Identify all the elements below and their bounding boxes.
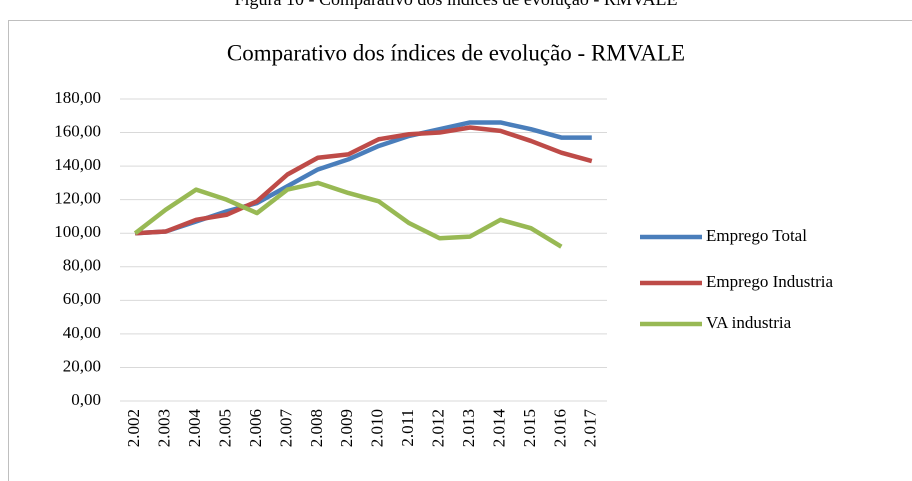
legend-label: Emprego Industria [706, 272, 833, 291]
x-tick-label: 2.004 [185, 409, 204, 448]
x-tick-label: 2.006 [246, 409, 265, 447]
x-tick-label: 2.012 [429, 409, 448, 447]
x-tick-label: 2.013 [459, 409, 478, 447]
x-tick-label: 2.008 [307, 409, 326, 447]
chart-frame [8, 20, 912, 481]
chart-title: Comparativo dos índices de evolução - RM… [227, 40, 685, 65]
y-tick-label: 60,00 [63, 289, 101, 308]
x-tick-label: 2.017 [581, 409, 600, 448]
y-tick-label: 80,00 [63, 256, 101, 275]
x-tick-label: 2.009 [337, 409, 356, 447]
y-tick-label: 0,00 [71, 390, 101, 409]
y-tick-label: 140,00 [54, 155, 101, 174]
y-tick-label: 100,00 [54, 222, 101, 241]
y-tick-label: 120,00 [54, 189, 101, 208]
x-tick-label: 2.005 [215, 409, 234, 447]
x-tick-label: 2.016 [550, 409, 569, 447]
x-tick-label: 2.015 [520, 409, 539, 447]
y-tick-label: 180,00 [54, 88, 101, 107]
y-tick-label: 40,00 [63, 323, 101, 342]
x-tick-label: 2.002 [124, 409, 143, 447]
y-tick-label: 160,00 [54, 121, 101, 140]
x-tick-label: 2.014 [489, 409, 508, 448]
x-tick-label: 2.007 [276, 409, 295, 448]
y-tick-label: 20,00 [63, 356, 101, 375]
x-tick-label: 2.010 [368, 409, 387, 447]
caption: Figura 10 - Comparativo dos índices de e… [234, 0, 677, 9]
x-tick-label: 2.011 [398, 409, 417, 447]
legend-label: Emprego Total [706, 226, 807, 245]
legend-label: VA industria [706, 313, 792, 332]
x-tick-label: 2.003 [155, 409, 174, 447]
line-series [133, 180, 563, 249]
line-series [135, 125, 593, 236]
